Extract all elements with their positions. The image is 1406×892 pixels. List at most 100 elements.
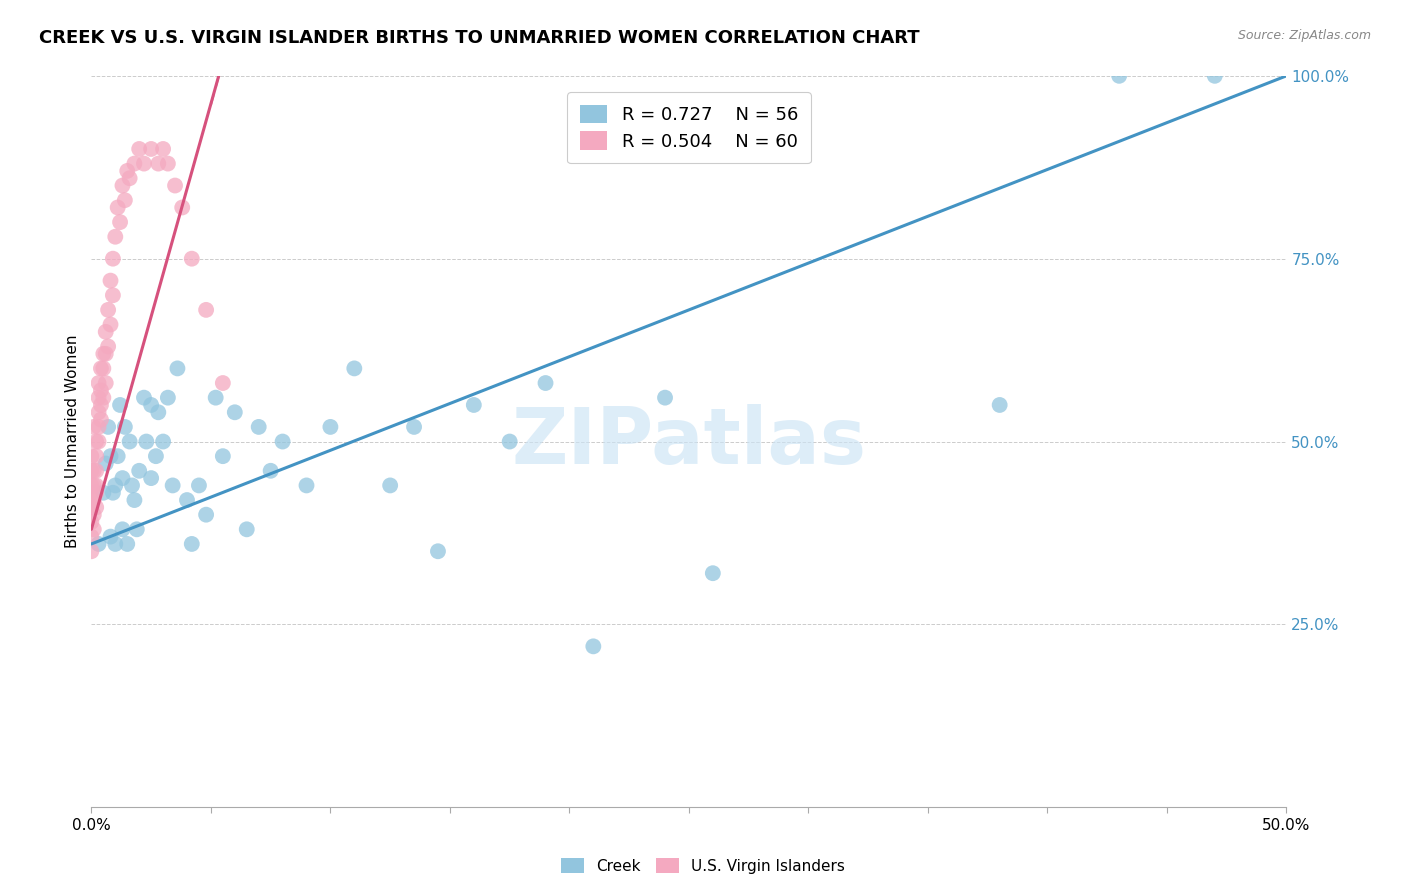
Point bbox=[115, 537, 138, 551]
Point bbox=[141, 142, 162, 156]
Point bbox=[211, 376, 233, 390]
Point bbox=[104, 537, 127, 551]
Point bbox=[90, 384, 112, 398]
Point bbox=[148, 405, 170, 419]
Point bbox=[534, 376, 557, 390]
Point bbox=[93, 391, 114, 405]
Point bbox=[1204, 69, 1226, 83]
Point bbox=[654, 391, 676, 405]
Point bbox=[148, 156, 170, 170]
Point bbox=[84, 434, 107, 449]
Point bbox=[87, 376, 110, 390]
Point bbox=[378, 478, 402, 492]
Point bbox=[271, 434, 294, 449]
Point bbox=[195, 302, 218, 317]
Point bbox=[87, 391, 110, 405]
Point bbox=[404, 420, 426, 434]
Point bbox=[118, 434, 141, 449]
Point bbox=[111, 522, 134, 536]
Point bbox=[97, 339, 120, 353]
Point bbox=[172, 201, 194, 215]
Point bbox=[163, 178, 186, 193]
Point bbox=[80, 449, 103, 463]
Point bbox=[90, 398, 112, 412]
Point bbox=[93, 485, 114, 500]
Point bbox=[80, 544, 103, 558]
Point bbox=[84, 449, 107, 463]
Point bbox=[83, 493, 105, 508]
Point bbox=[84, 464, 107, 478]
Point bbox=[80, 464, 103, 478]
Point bbox=[141, 398, 162, 412]
Point bbox=[84, 500, 107, 515]
Point bbox=[83, 478, 105, 492]
Point bbox=[87, 405, 110, 419]
Point bbox=[111, 471, 134, 485]
Point bbox=[94, 376, 117, 390]
Point bbox=[94, 457, 117, 471]
Point bbox=[80, 478, 103, 492]
Point bbox=[90, 361, 112, 376]
Point bbox=[211, 449, 233, 463]
Point bbox=[104, 229, 127, 244]
Point bbox=[100, 274, 122, 288]
Point bbox=[152, 142, 174, 156]
Point bbox=[124, 156, 146, 170]
Point bbox=[247, 420, 270, 434]
Point bbox=[104, 478, 127, 492]
Point bbox=[259, 464, 281, 478]
Point bbox=[80, 485, 103, 500]
Point bbox=[83, 464, 105, 478]
Point bbox=[80, 500, 103, 515]
Point bbox=[87, 420, 110, 434]
Point bbox=[100, 449, 122, 463]
Point bbox=[187, 478, 211, 492]
Point bbox=[80, 515, 103, 529]
Point bbox=[180, 537, 202, 551]
Point bbox=[195, 508, 218, 522]
Point bbox=[94, 347, 117, 361]
Point bbox=[107, 201, 129, 215]
Point bbox=[132, 156, 155, 170]
Point bbox=[166, 361, 188, 376]
Point bbox=[176, 493, 198, 508]
Point bbox=[97, 302, 120, 317]
Point bbox=[114, 193, 136, 207]
Point bbox=[224, 405, 246, 419]
Point bbox=[235, 522, 259, 536]
Text: Source: ZipAtlas.com: Source: ZipAtlas.com bbox=[1237, 29, 1371, 42]
Point bbox=[463, 398, 485, 412]
Point bbox=[111, 178, 134, 193]
Point bbox=[141, 471, 162, 485]
Point bbox=[162, 478, 184, 492]
Point bbox=[156, 391, 179, 405]
Point bbox=[108, 398, 131, 412]
Point bbox=[108, 215, 131, 229]
Point bbox=[702, 566, 724, 581]
Point bbox=[90, 412, 112, 426]
Point bbox=[135, 434, 157, 449]
Point bbox=[84, 485, 107, 500]
Point bbox=[988, 398, 1011, 412]
Point bbox=[343, 361, 366, 376]
Point bbox=[426, 544, 449, 558]
Point bbox=[180, 252, 202, 266]
Point bbox=[132, 391, 155, 405]
Point bbox=[101, 288, 124, 302]
Point bbox=[100, 530, 122, 544]
Point bbox=[124, 493, 146, 508]
Point bbox=[83, 508, 105, 522]
Point bbox=[156, 156, 179, 170]
Text: CREEK VS U.S. VIRGIN ISLANDER BIRTHS TO UNMARRIED WOMEN CORRELATION CHART: CREEK VS U.S. VIRGIN ISLANDER BIRTHS TO … bbox=[39, 29, 920, 46]
Point bbox=[94, 325, 117, 339]
Point bbox=[118, 171, 141, 186]
Point bbox=[87, 434, 110, 449]
Point bbox=[93, 361, 114, 376]
Y-axis label: Births to Unmarried Women: Births to Unmarried Women bbox=[65, 334, 80, 549]
Point bbox=[83, 420, 105, 434]
Point bbox=[100, 318, 122, 332]
Point bbox=[204, 391, 226, 405]
Point bbox=[295, 478, 318, 492]
Point bbox=[101, 485, 124, 500]
Point bbox=[582, 640, 605, 654]
